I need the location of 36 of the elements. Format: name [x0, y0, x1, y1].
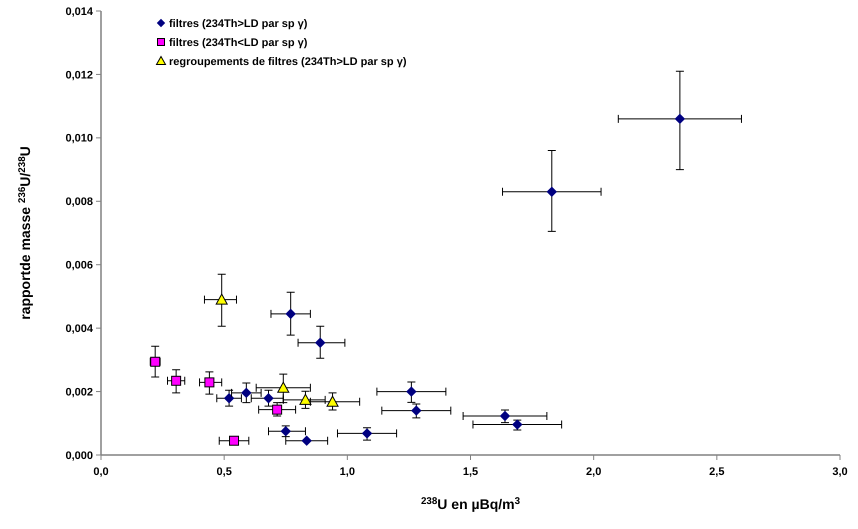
point — [171, 376, 182, 386]
point — [406, 386, 416, 397]
point — [299, 394, 312, 405]
point — [224, 393, 234, 404]
point — [241, 388, 252, 398]
point — [286, 308, 296, 319]
y-tick-label: 0,008 — [65, 196, 93, 208]
y-tick-label: 0,010 — [65, 132, 93, 145]
point — [302, 436, 312, 446]
point — [411, 406, 422, 416]
x-tick-label: 3,0 — [832, 466, 848, 478]
x-tick-label: 0,0 — [93, 466, 109, 478]
y-tick-label: 0,014 — [65, 6, 94, 18]
y-tick-label: 0,002 — [65, 386, 93, 398]
x-tick-label: 2,5 — [709, 466, 724, 478]
legend-label: regroupements de filtres (234Th>LD par sp γ) — [169, 56, 407, 68]
point — [204, 377, 214, 388]
point — [229, 436, 240, 446]
x-tick-label: 2,0 — [586, 466, 602, 478]
point — [546, 186, 557, 197]
x-tick-label: 0,5 — [216, 466, 232, 478]
y-tick-label: 0,000 — [65, 450, 93, 462]
y-tick-label: 0,004 — [65, 322, 94, 335]
point — [674, 114, 685, 124]
x-tick-label: 1,0 — [340, 466, 355, 478]
legend-label: filtres (234Th>LD par sp γ) — [169, 18, 308, 30]
point — [277, 382, 290, 393]
y-tick-label: 0,006 — [65, 260, 93, 272]
point — [315, 338, 326, 348]
point — [326, 396, 339, 407]
point — [264, 393, 274, 404]
point — [216, 294, 228, 305]
x-axis-title: $^{238}$U en µBq/m$^{3}$ — [420, 496, 521, 512]
y-tick-label: 0,012 — [65, 69, 93, 82]
legend-label: filtres (234Th<LD par sp γ) — [169, 36, 308, 49]
x-tick-label: 1,5 — [462, 466, 478, 478]
